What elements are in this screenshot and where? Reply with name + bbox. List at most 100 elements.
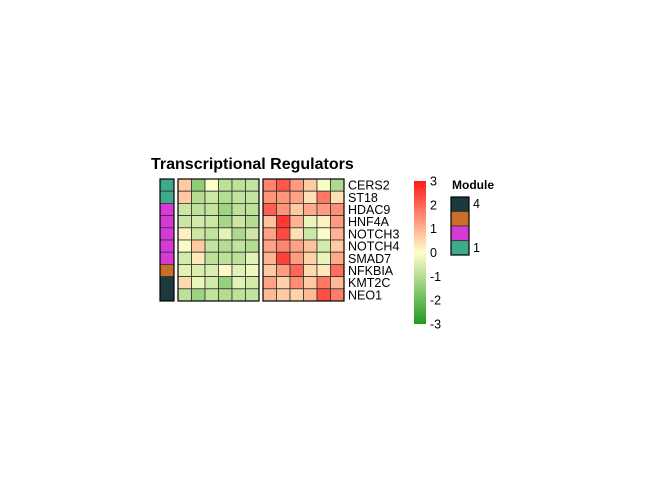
module-legend-border [450, 196, 470, 256]
heatmap-cell [177, 263, 192, 277]
heatmap-cell [330, 227, 345, 241]
heatmap-cell [330, 202, 345, 216]
heatmap-cell [262, 178, 277, 192]
color-bar-tick-label: -2 [430, 294, 441, 308]
heatmap-cell [330, 178, 345, 192]
module-legend-swatch [450, 240, 470, 256]
heatmap-cell [303, 239, 318, 253]
module-legend-swatch [450, 225, 470, 241]
heatmap-cell [330, 215, 345, 229]
heatmap-cell [245, 227, 260, 241]
heatmap-cell [177, 276, 192, 290]
heatmap-cell [177, 215, 192, 229]
heatmap-cell [177, 178, 192, 192]
module-annotation-cell [159, 263, 175, 277]
color-bar-gradient [414, 181, 426, 324]
module-annotation-column [159, 178, 175, 302]
heatmap-cell [218, 263, 233, 277]
heatmap-cell [330, 251, 345, 265]
heatmap-cell [218, 227, 233, 241]
heatmap-cell [204, 239, 219, 253]
heatmap-cell [177, 227, 192, 241]
heatmap-cell [191, 178, 206, 192]
row-label: NFKBIA [348, 264, 394, 278]
heatmap-cell [218, 178, 233, 192]
heatmap-cell [289, 276, 304, 290]
heatmap-cell [204, 276, 219, 290]
heatmap-cell [218, 190, 233, 204]
heatmap-cell [204, 190, 219, 204]
heatmap-cell [204, 263, 219, 277]
heatmap-cell [262, 227, 277, 241]
heatmap-cell [231, 190, 246, 204]
heatmap-cell [303, 288, 318, 302]
heatmap-cell [289, 263, 304, 277]
heatmap-cell [276, 178, 291, 192]
color-bar-tick-label: -1 [430, 270, 441, 284]
heatmap-cell [245, 288, 260, 302]
heatmap-cell [289, 190, 304, 204]
heatmap-cell [330, 239, 345, 253]
heatmap-cell [289, 239, 304, 253]
heatmap-cell [245, 215, 260, 229]
row-label: CERS2 [348, 179, 390, 193]
heatmap-cell [276, 288, 291, 302]
module-legend-label: 4 [473, 197, 480, 211]
color-bar-tick-label: -3 [430, 318, 441, 332]
heatmap-cell [316, 227, 331, 241]
heatmap-cell [330, 263, 345, 277]
heatmap-cell [262, 190, 277, 204]
heatmap-cell [276, 263, 291, 277]
row-label: SMAD7 [348, 252, 391, 266]
heatmap-cell [262, 288, 277, 302]
heatmap-cell [191, 263, 206, 277]
heatmap-cell [289, 227, 304, 241]
heatmap-cell [231, 178, 246, 192]
heatmap-cell [245, 239, 260, 253]
heatmap-cell [231, 251, 246, 265]
heatmap-cell [218, 288, 233, 302]
heatmap-cell [191, 288, 206, 302]
heatmap-cell [245, 263, 260, 277]
color-bar-tick-label: 1 [430, 222, 437, 236]
heatmap-cell [245, 251, 260, 265]
heatmap-cell [316, 202, 331, 216]
heatmap-cell [191, 202, 206, 216]
module-annotation-cell [159, 215, 175, 229]
heatmap-cell [303, 227, 318, 241]
heatmap-cell [245, 276, 260, 290]
heatmap-cell [218, 251, 233, 265]
heatmap-cell [231, 227, 246, 241]
heatmap-cell [316, 276, 331, 290]
heatmap-cell [177, 251, 192, 265]
heatmap-cell [289, 202, 304, 216]
row-label: ST18 [348, 191, 378, 205]
heatmap-left-block [177, 178, 260, 302]
heatmap-cell [276, 251, 291, 265]
module-annotation-cell [159, 178, 175, 192]
color-bar-tick-label: 0 [430, 246, 437, 260]
heatmap-cell [245, 178, 260, 192]
heatmap-cell [303, 263, 318, 277]
heatmap-cell [231, 288, 246, 302]
heatmap-cell [218, 276, 233, 290]
color-bar-tick-label: 2 [430, 198, 437, 212]
heatmap-cell [191, 276, 206, 290]
heatmap-cell [245, 202, 260, 216]
heatmap-cell [276, 190, 291, 204]
annotation-border [159, 178, 175, 302]
heatmap-cell [303, 190, 318, 204]
heatmap-cell [303, 215, 318, 229]
heatmap-cell [262, 251, 277, 265]
row-label: HDAC9 [348, 203, 390, 217]
module-annotation-cell [159, 227, 175, 241]
heatmap-cell [316, 288, 331, 302]
heatmap-cell [316, 215, 331, 229]
heatmap-cell [330, 276, 345, 290]
heatmap-cell [303, 178, 318, 192]
module-annotation-cell [159, 276, 175, 290]
module-annotation-cell [159, 251, 175, 265]
heatmap-cell [262, 215, 277, 229]
heatmap-cell [218, 202, 233, 216]
